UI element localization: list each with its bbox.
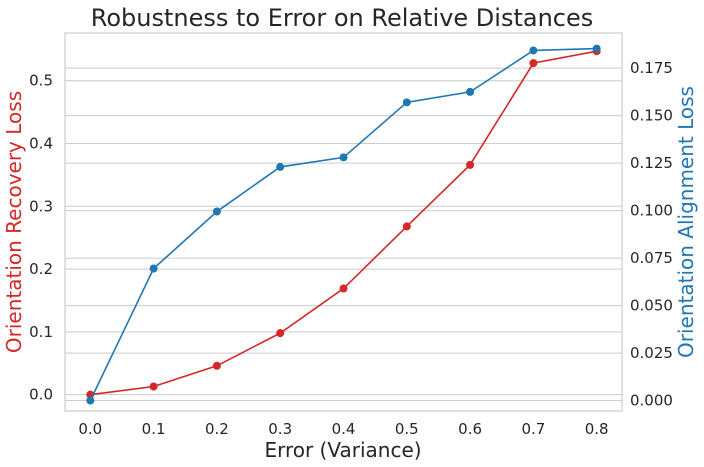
right-tick-label: 0.150 (630, 107, 673, 125)
left-tick-label: 0.1 (29, 323, 53, 341)
recovery-loss-point (339, 284, 348, 293)
alignment-loss-point (276, 162, 285, 171)
right-axis-label: Orientation Alignment Loss (674, 86, 698, 358)
x-tick-label: 0.4 (332, 420, 356, 438)
recovery-loss-point (149, 382, 158, 391)
left-tick-label: 0.4 (29, 135, 53, 153)
alignment-loss-point (529, 46, 538, 55)
alignment-loss-line (89, 47, 597, 401)
right-tick-label: 0.050 (630, 297, 673, 315)
x-tick-label: 0.6 (458, 420, 482, 438)
left-axis-label: Orientation Recovery Loss (2, 91, 26, 353)
right-tick-label: 0.000 (630, 392, 673, 410)
right-tick-label: 0.175 (630, 59, 673, 77)
right-axis-ticks: 0.000 0.025 0.050 0.075 0.100 0.125 0.150 0.175 (630, 59, 673, 409)
alignment-loss-point (466, 87, 475, 96)
recovery-loss-point (466, 160, 475, 169)
left-tick-label: 0.2 (29, 260, 53, 278)
alignment-loss-point (212, 207, 221, 216)
alignment-loss-point (402, 98, 411, 107)
left-tick-label: 0.5 (29, 72, 53, 90)
alignment-loss-point (592, 44, 601, 53)
recovery-loss-point (276, 329, 285, 338)
x-tick-label: 0.2 (205, 420, 229, 438)
left-tick-label: 0.3 (29, 197, 53, 215)
x-tick-label: 0.8 (585, 420, 609, 438)
series-layer (86, 44, 601, 405)
grid-lines (65, 67, 622, 402)
right-tick-label: 0.100 (630, 202, 673, 220)
recovery-loss-point (529, 59, 538, 68)
alignment-loss-point (86, 396, 95, 405)
x-axis-label: Error (Variance) (264, 438, 421, 462)
x-tick-label: 0.3 (268, 420, 292, 438)
alignment-loss-point (149, 264, 158, 273)
plot-frame (64, 32, 623, 412)
recovery-loss-point (212, 361, 221, 370)
right-tick-label: 0.025 (630, 344, 673, 362)
recovery-loss-line (90, 50, 597, 396)
right-tick-label: 0.125 (630, 154, 673, 172)
x-tick-label: 0.0 (78, 420, 102, 438)
left-tick-label: 0.0 (29, 386, 53, 404)
x-tick-label: 0.1 (142, 420, 166, 438)
recovery-loss-point (402, 222, 411, 231)
chart-title: Robustness to Error on Relative Distance… (91, 4, 594, 32)
right-tick-label: 0.075 (630, 249, 673, 267)
alignment-loss-point (339, 153, 348, 162)
x-tick-label: 0.5 (395, 420, 419, 438)
left-axis-ticks: 0.0 0.1 0.2 0.3 0.4 0.5 (29, 72, 53, 404)
x-tick-label: 0.7 (521, 420, 545, 438)
x-axis-ticks: 0.0 0.1 0.2 0.3 0.4 0.5 0.6 0.7 0.8 (78, 420, 608, 438)
